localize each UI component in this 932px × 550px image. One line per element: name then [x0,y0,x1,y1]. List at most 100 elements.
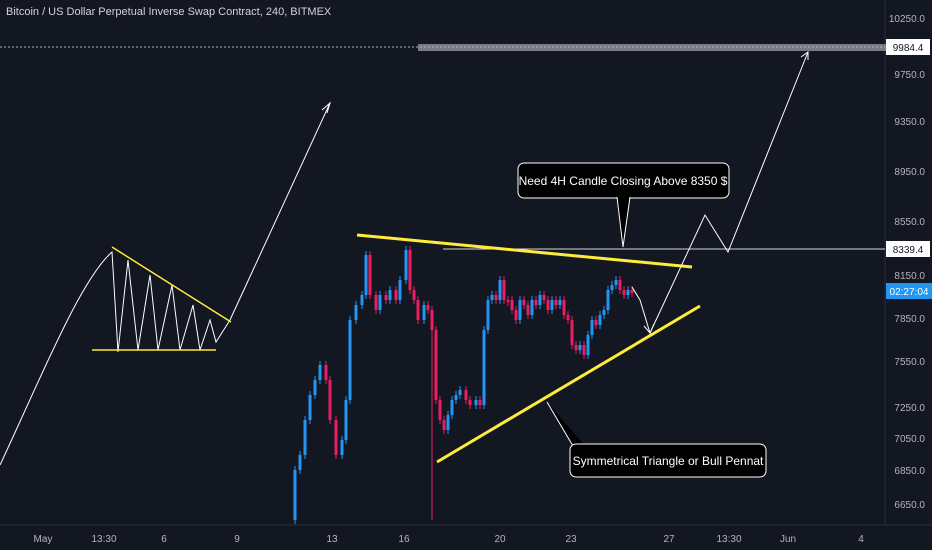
candle-body [303,420,307,455]
candle-body [578,345,582,350]
candle-body [538,295,542,305]
need-4h-callout[interactable]: Need 4H Candle Closing Above 8350 $ [517,162,730,248]
price-badge-label: 8339.4 [893,245,924,256]
candle-body [562,300,566,315]
y-tick-label: 8550.0 [894,217,925,228]
candle-body [606,290,610,310]
chart-title: Bitcoin / US Dollar Perpetual Inverse Sw… [6,6,332,18]
pullback-arrow-head-icon [643,323,655,334]
triangle-callout-text: Symmetrical Triangle or Bull Pennat [573,454,764,468]
candle-body [502,280,506,300]
candle-body [464,390,468,400]
x-tick-label: 20 [494,534,506,545]
candle-body [328,380,332,420]
candle-body [550,300,554,310]
candle-body [378,295,382,310]
left-arrow-head-icon [321,101,331,114]
candle-body [494,295,498,300]
candle-body [542,295,546,300]
x-tick-label: 9 [234,534,240,545]
price-badge-8339[interactable]: 8339.4 [886,241,930,257]
candle-body [486,300,490,330]
candle-body [360,295,364,305]
x-tick-label: 23 [565,534,577,545]
x-tick-label: 13:30 [91,534,116,545]
candle-body [594,320,598,325]
x-tick-label: 6 [161,534,167,545]
x-tick-label: May [34,534,53,545]
candle-body [334,420,338,455]
triangle-callout[interactable]: Symmetrical Triangle or Bull Pennat [546,401,767,478]
candle-body [598,315,602,325]
x-tick-label: 27 [663,534,675,545]
candle-body [514,310,518,320]
candle-body [518,300,522,320]
projection-path[interactable] [631,51,809,335]
candle-body [293,470,297,520]
y-tick-label: 10250.0 [889,14,926,25]
candle-body [368,255,372,295]
candle-body [422,305,426,320]
candle-body [478,400,482,405]
left-sketch-path[interactable] [0,102,331,466]
y-tick-label: 9350.0 [894,117,925,128]
candle-body [344,400,348,440]
candle-body [426,305,430,310]
x-tick-label: 16 [398,534,410,545]
candle-body [558,300,562,305]
candle-body [458,390,462,395]
candle-body [546,300,550,310]
countdown-badge[interactable]: 02:27:04 [886,283,932,299]
price-badge-label: 9984.4 [893,43,924,54]
y-tick-label: 7850.0 [894,314,925,325]
candle-body [474,400,478,405]
y-tick-labels: 10250.0 9750.0 9350.0 8950.0 8550.0 8150… [889,14,926,511]
candle-body [530,300,534,315]
lower-trendline[interactable] [436,304,701,464]
candle-body [308,395,312,420]
candle-body [340,440,344,455]
countdown-badge-label: 02:27:04 [890,287,929,298]
need-4h-callout-text: Need 4H Candle Closing Above 8350 $ [519,174,728,188]
candle-body [404,250,408,280]
callout-pointer-icon [546,401,585,447]
candle-body [526,305,530,315]
y-tick-label: 7550.0 [894,357,925,368]
sketch-upper-line[interactable] [111,246,232,323]
candle-body [374,295,378,310]
candle-body [490,295,494,300]
y-tick-label: 9750.0 [894,70,925,81]
price-badge-9984[interactable]: 9984.4 [886,39,930,55]
projection-arrow-head-icon [800,51,809,60]
candle-body [450,400,454,415]
candle-body [610,285,614,290]
candle-body [574,345,578,350]
upper-trendline[interactable] [356,233,693,269]
candle-body [412,290,416,300]
candle-body [522,300,526,305]
candles-group [293,246,634,524]
x-tick-label: 4 [858,534,864,545]
candle-body [313,380,317,395]
candle-body [586,335,590,355]
candle-body [614,280,618,285]
candle-body [566,315,570,320]
candle-body [354,305,358,320]
candle-body [364,255,368,295]
y-tick-label: 8950.0 [894,167,925,178]
candle-body [590,320,594,335]
candle-body [622,290,626,295]
candle-body [298,455,302,470]
candle-body [442,420,446,430]
candle-body [570,320,574,345]
candle-body [384,295,388,300]
candle-body [398,280,402,300]
candle-body [554,300,558,305]
y-tick-label: 6650.0 [894,500,925,511]
x-tick-label: Jun [780,534,796,545]
candle-body [324,365,328,380]
candle-body [388,290,392,300]
y-tick-label: 7250.0 [894,403,925,414]
price-axis[interactable] [885,0,932,550]
